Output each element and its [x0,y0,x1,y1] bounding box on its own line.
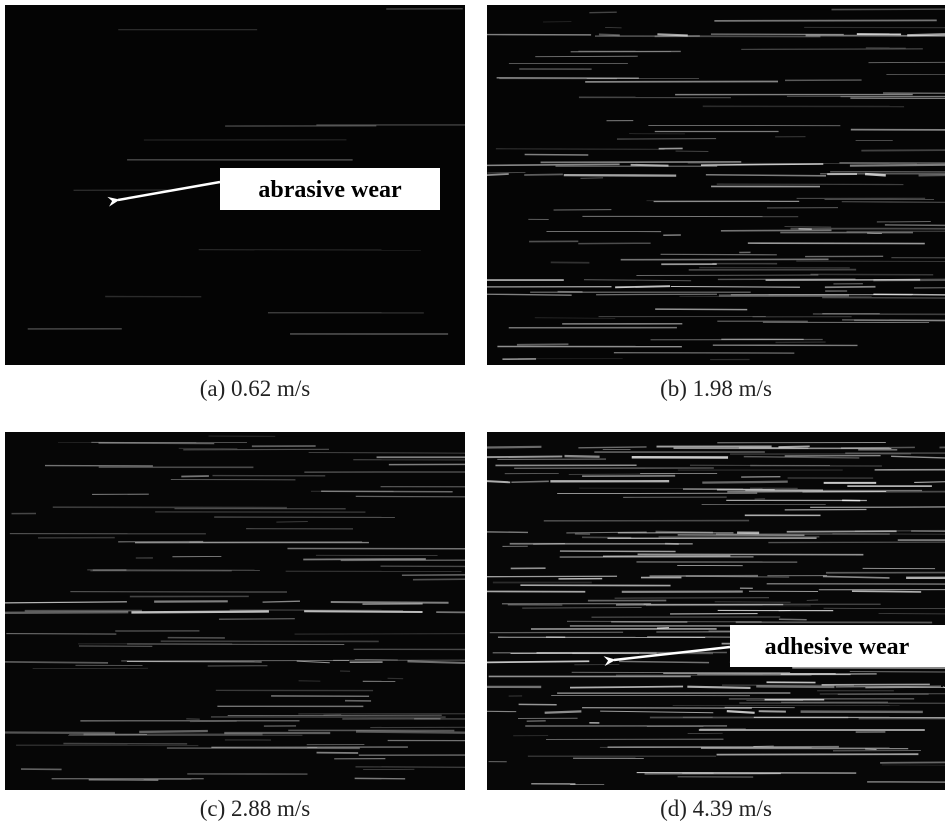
caption: (c) 2.88 m/s [200,796,311,821]
streak [407,660,466,665]
streak [756,685,835,689]
streak [578,446,647,449]
streak [486,531,529,534]
streak [486,445,542,449]
streak [685,575,790,578]
streak [598,33,620,37]
annotation-label: adhesive wear [765,634,910,660]
streak [657,33,688,37]
streak [131,610,269,614]
streak [600,710,714,714]
streak [835,685,942,688]
caption: (b) 1.98 m/s [660,376,772,401]
streak [841,446,915,449]
streak [743,455,860,459]
streak [566,531,647,534]
streak [296,660,330,664]
streak [824,285,876,289]
streak [524,173,563,176]
streak [705,173,827,177]
streak [891,455,945,459]
streak [511,480,549,484]
streak [564,454,600,458]
annotation-label: abrasive wear [258,177,402,203]
streak [786,530,897,533]
streak [262,600,300,603]
streak [486,173,509,177]
streak [630,163,669,167]
streak [822,575,890,579]
streak [486,455,563,459]
streak [486,293,572,296]
micrograph-b [487,5,945,365]
caption: (d) 4.39 m/s [660,796,772,821]
streak [486,163,620,167]
streak [570,685,684,689]
surface-texture [4,7,945,786]
streak [687,685,751,690]
streak [907,33,945,37]
annotation-box [220,168,440,210]
streak [655,530,713,534]
streak [486,480,511,484]
streak [139,729,208,734]
streak [619,660,710,664]
caption: (a) 0.62 m/s [200,376,311,401]
streak [330,601,449,604]
streak [701,163,824,166]
streak [4,611,129,614]
streak [778,445,810,448]
streak [851,590,922,593]
streak [615,285,671,289]
streak [4,661,109,664]
streak [864,172,886,177]
annotation-box [730,625,945,667]
streak [304,610,423,613]
streak [4,601,127,604]
streak [873,293,945,296]
streak [702,480,788,484]
streak [726,710,755,714]
streak [914,481,945,483]
annotation-arrow [603,645,731,667]
streak [486,660,590,664]
annotation-arrow [107,180,221,207]
streak [583,279,692,282]
streak [670,285,800,288]
streak [849,163,945,167]
streak [544,710,582,714]
streak [356,730,466,734]
